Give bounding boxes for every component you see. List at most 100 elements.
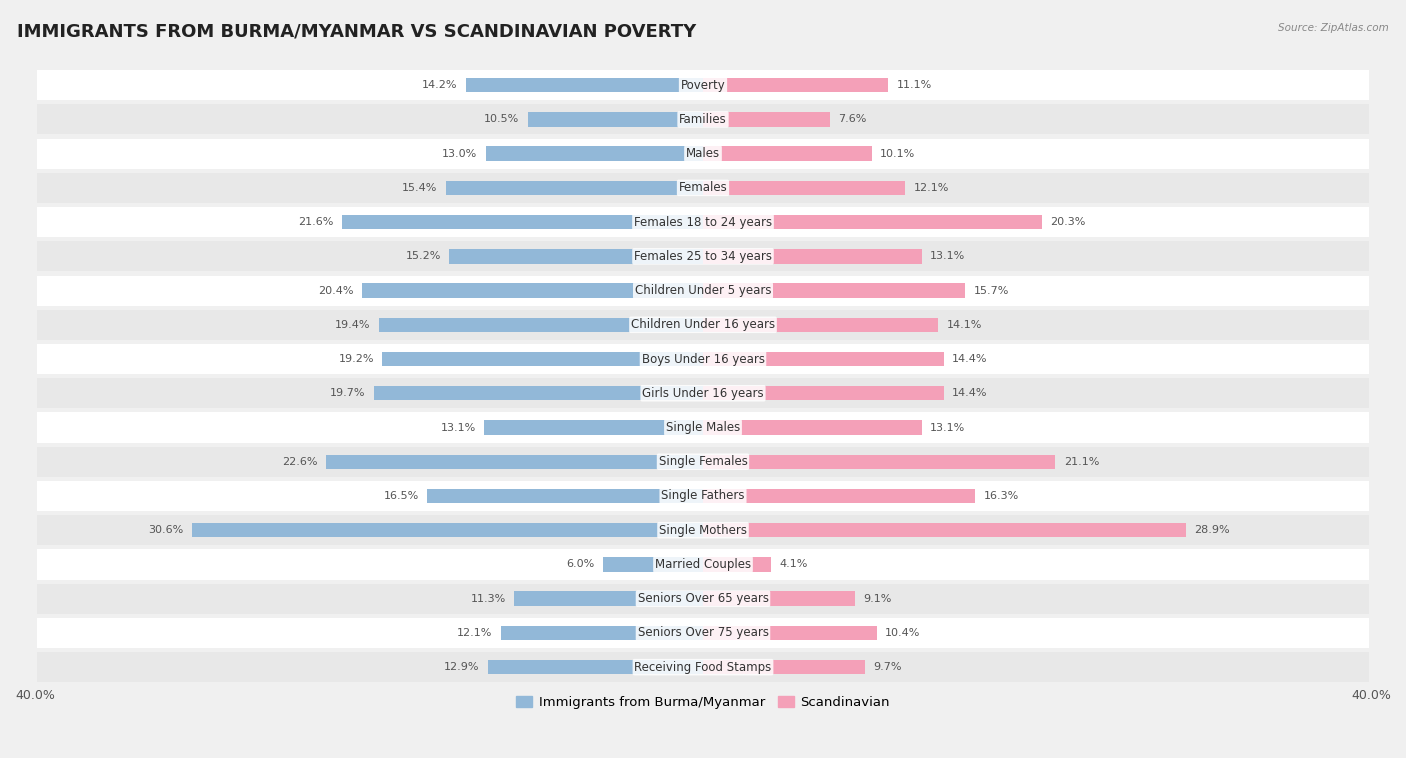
Text: 6.0%: 6.0% xyxy=(567,559,595,569)
Text: 11.3%: 11.3% xyxy=(471,594,506,603)
Bar xyxy=(37,241,1369,271)
Bar xyxy=(703,283,965,298)
Text: 16.3%: 16.3% xyxy=(984,491,1019,501)
Text: Females 25 to 34 years: Females 25 to 34 years xyxy=(634,250,772,263)
Text: 21.6%: 21.6% xyxy=(298,217,333,227)
Text: Single Mothers: Single Mothers xyxy=(659,524,747,537)
Text: 10.1%: 10.1% xyxy=(880,149,915,158)
Bar xyxy=(193,523,703,537)
Text: 28.9%: 28.9% xyxy=(1194,525,1230,535)
Text: 14.1%: 14.1% xyxy=(946,320,983,330)
Bar xyxy=(703,557,772,572)
Text: Single Males: Single Males xyxy=(666,421,740,434)
Bar xyxy=(515,591,703,606)
Bar xyxy=(37,207,1369,237)
Text: 12.9%: 12.9% xyxy=(444,662,479,672)
Bar xyxy=(382,352,703,366)
Text: 10.4%: 10.4% xyxy=(884,628,921,638)
Bar xyxy=(703,112,830,127)
Bar xyxy=(342,215,703,230)
Bar xyxy=(37,412,1369,443)
Bar xyxy=(484,421,703,434)
Bar xyxy=(703,249,922,264)
Legend: Immigrants from Burma/Myanmar, Scandinavian: Immigrants from Burma/Myanmar, Scandinav… xyxy=(510,691,896,715)
Text: Married Couples: Married Couples xyxy=(655,558,751,571)
Text: 15.7%: 15.7% xyxy=(973,286,1010,296)
Text: Boys Under 16 years: Boys Under 16 years xyxy=(641,352,765,365)
Text: 21.1%: 21.1% xyxy=(1064,457,1099,467)
Bar xyxy=(427,489,703,503)
Bar xyxy=(703,625,877,640)
Text: 19.4%: 19.4% xyxy=(335,320,371,330)
Bar xyxy=(703,455,1056,469)
Bar xyxy=(37,105,1369,134)
Bar xyxy=(37,446,1369,477)
Text: Males: Males xyxy=(686,147,720,160)
Text: 9.7%: 9.7% xyxy=(873,662,901,672)
Bar xyxy=(703,523,1185,537)
Bar xyxy=(703,489,976,503)
Bar xyxy=(603,557,703,572)
Bar xyxy=(703,180,905,195)
Text: 13.1%: 13.1% xyxy=(440,422,475,433)
Bar xyxy=(37,378,1369,409)
Text: 10.5%: 10.5% xyxy=(484,114,519,124)
Text: 15.4%: 15.4% xyxy=(402,183,437,193)
Bar xyxy=(37,652,1369,682)
Text: 22.6%: 22.6% xyxy=(281,457,318,467)
Bar xyxy=(37,584,1369,614)
Bar xyxy=(703,318,938,332)
Text: 11.1%: 11.1% xyxy=(897,80,932,90)
Text: Girls Under 16 years: Girls Under 16 years xyxy=(643,387,763,399)
Text: 30.6%: 30.6% xyxy=(148,525,184,535)
Bar xyxy=(703,352,943,366)
Bar xyxy=(449,249,703,264)
Text: 7.6%: 7.6% xyxy=(838,114,866,124)
Bar xyxy=(703,660,865,675)
Bar xyxy=(37,275,1369,305)
Text: 13.1%: 13.1% xyxy=(931,252,966,262)
Bar xyxy=(703,78,889,92)
Bar xyxy=(488,660,703,675)
Text: 12.1%: 12.1% xyxy=(457,628,492,638)
Text: 9.1%: 9.1% xyxy=(863,594,891,603)
Text: Families: Families xyxy=(679,113,727,126)
Text: Single Females: Single Females xyxy=(658,456,748,468)
Bar xyxy=(37,344,1369,374)
Text: Females 18 to 24 years: Females 18 to 24 years xyxy=(634,215,772,229)
Text: 14.4%: 14.4% xyxy=(952,388,987,398)
Text: Seniors Over 75 years: Seniors Over 75 years xyxy=(637,626,769,640)
Bar xyxy=(465,78,703,92)
Bar xyxy=(326,455,703,469)
Bar xyxy=(703,386,943,400)
Bar xyxy=(374,386,703,400)
Text: 15.2%: 15.2% xyxy=(405,252,441,262)
Bar xyxy=(501,625,703,640)
Bar xyxy=(37,481,1369,511)
Text: Females: Females xyxy=(679,181,727,194)
Text: 13.0%: 13.0% xyxy=(443,149,478,158)
Text: 20.4%: 20.4% xyxy=(318,286,354,296)
Text: Source: ZipAtlas.com: Source: ZipAtlas.com xyxy=(1278,23,1389,33)
Bar xyxy=(703,146,872,161)
Bar xyxy=(37,550,1369,580)
Text: Children Under 16 years: Children Under 16 years xyxy=(631,318,775,331)
Text: 20.3%: 20.3% xyxy=(1050,217,1085,227)
Text: Seniors Over 65 years: Seniors Over 65 years xyxy=(637,592,769,605)
Bar xyxy=(37,139,1369,169)
Text: 16.5%: 16.5% xyxy=(384,491,419,501)
Text: 12.1%: 12.1% xyxy=(914,183,949,193)
Bar xyxy=(486,146,703,161)
Text: 19.7%: 19.7% xyxy=(330,388,366,398)
Bar xyxy=(380,318,703,332)
Bar xyxy=(37,70,1369,100)
Text: 14.2%: 14.2% xyxy=(422,80,457,90)
Text: 14.4%: 14.4% xyxy=(952,354,987,364)
Bar xyxy=(703,421,922,434)
Text: Poverty: Poverty xyxy=(681,79,725,92)
Text: 13.1%: 13.1% xyxy=(931,422,966,433)
Text: Children Under 5 years: Children Under 5 years xyxy=(634,284,772,297)
Bar xyxy=(37,310,1369,340)
Text: Single Fathers: Single Fathers xyxy=(661,490,745,503)
Text: 4.1%: 4.1% xyxy=(780,559,808,569)
